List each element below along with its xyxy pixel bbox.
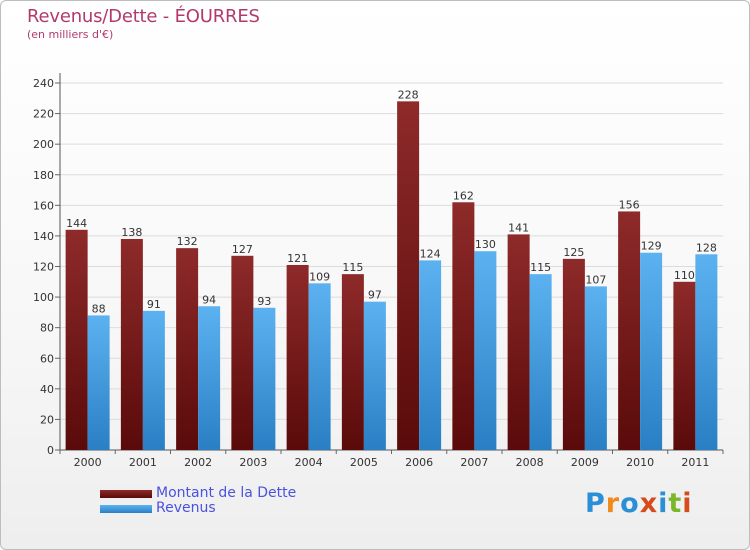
proxiti-logo: Proxiti <box>585 488 693 519</box>
bar-debt-label: 144 <box>66 217 87 230</box>
bar-revenus <box>640 252 663 450</box>
legend-label-debt: Montant de la Dette <box>156 485 297 501</box>
bar-debt-label: 228 <box>398 88 419 101</box>
bar-revenus-label: 129 <box>641 240 662 253</box>
y-tick-label: 0 <box>47 444 54 457</box>
bar-debt-label: 156 <box>619 198 640 211</box>
legend-item-revenus: Revenus <box>100 501 296 516</box>
legend-swatch-debt <box>100 489 152 498</box>
y-tick-label: 40 <box>40 383 54 396</box>
bar-revenus <box>308 283 331 450</box>
bar-revenus-label: 130 <box>475 238 496 251</box>
bar-revenus-label: 97 <box>368 289 382 302</box>
bar-debt-label: 141 <box>508 221 529 234</box>
bar-debt <box>562 258 585 450</box>
bar-revenus <box>419 260 442 450</box>
y-tick-label: 80 <box>40 322 54 335</box>
x-tick-label: 2007 <box>460 456 488 469</box>
bar-revenus-label: 128 <box>696 241 717 254</box>
y-tick-label: 200 <box>33 138 54 151</box>
x-tick-label: 2003 <box>239 456 267 469</box>
bar-revenus-label: 124 <box>420 247 441 260</box>
bar-revenus <box>529 274 552 450</box>
logo-letter: x <box>639 488 659 519</box>
y-tick-label: 100 <box>33 291 54 304</box>
bar-revenus-label: 94 <box>202 293 216 306</box>
x-tick-label: 2005 <box>350 456 378 469</box>
bar-debt <box>176 248 199 450</box>
y-tick-label: 60 <box>40 352 54 365</box>
bar-debt <box>507 234 530 450</box>
logo-letter: o <box>620 488 640 519</box>
y-tick-label: 20 <box>40 413 54 426</box>
bar-revenus <box>695 254 718 450</box>
y-tick-label: 160 <box>33 199 54 212</box>
bar-revenus <box>198 306 221 450</box>
bar-debt-label: 138 <box>121 226 142 239</box>
bar-debt <box>452 202 475 450</box>
bar-revenus-label: 109 <box>309 270 330 283</box>
bar-debt-label: 162 <box>453 189 474 202</box>
bar-debt <box>65 229 88 450</box>
chart-subtitle: (en milliers d'€) <box>27 28 114 41</box>
bar-debt <box>231 255 254 450</box>
bar-debt-label: 125 <box>563 246 584 259</box>
bar-debt-label: 127 <box>232 243 253 256</box>
chart-legend: Montant de la Dette Revenus <box>100 486 296 516</box>
x-tick-label: 2008 <box>516 456 544 469</box>
bar-debt-label: 110 <box>674 269 695 282</box>
bar-debt <box>618 211 641 450</box>
x-tick-label: 2010 <box>626 456 654 469</box>
x-tick-label: 2004 <box>295 456 323 469</box>
bar-revenus <box>363 301 386 450</box>
y-tick-label: 140 <box>33 230 54 243</box>
legend-swatch-revenus <box>100 504 152 513</box>
bar-revenus <box>87 315 110 450</box>
bar-revenus-label: 115 <box>530 261 551 274</box>
bar-revenus-label: 91 <box>147 298 161 311</box>
x-tick-label: 2001 <box>129 456 157 469</box>
bar-debt-label: 115 <box>342 261 363 274</box>
bar-revenus-label: 88 <box>92 302 106 315</box>
logo-letter: i <box>682 488 693 519</box>
bar-debt <box>341 274 364 450</box>
bar-revenus-label: 93 <box>257 295 271 308</box>
x-tick-label: 2011 <box>681 456 709 469</box>
logo-letter: i <box>658 488 669 519</box>
bar-debt <box>397 101 420 450</box>
logo-letter: t <box>668 488 683 519</box>
bar-debt-label: 132 <box>177 235 198 248</box>
x-tick-label: 2009 <box>571 456 599 469</box>
bar-revenus <box>253 307 276 450</box>
chart-title: Revenus/Dette - ÉOURRES <box>27 6 260 27</box>
logo-letter: P <box>585 488 606 519</box>
y-tick-label: 120 <box>33 261 54 274</box>
x-tick-label: 2006 <box>405 456 433 469</box>
y-tick-label: 240 <box>33 77 54 90</box>
x-tick-label: 2000 <box>74 456 102 469</box>
x-tick-label: 2002 <box>184 456 212 469</box>
y-tick-label: 180 <box>33 169 54 182</box>
bar-debt <box>673 281 696 450</box>
bar-debt-label: 121 <box>287 252 308 265</box>
bar-revenus <box>474 251 497 450</box>
legend-label-revenus: Revenus <box>156 500 216 516</box>
logo-letter: r <box>605 488 621 519</box>
bar-revenus <box>142 310 165 450</box>
bar-revenus <box>584 286 607 450</box>
bar-revenus-label: 107 <box>585 273 606 286</box>
bar-debt <box>286 264 309 450</box>
bar-debt <box>120 238 143 450</box>
legend-item-debt: Montant de la Dette <box>100 486 296 501</box>
y-tick-label: 220 <box>33 108 54 121</box>
